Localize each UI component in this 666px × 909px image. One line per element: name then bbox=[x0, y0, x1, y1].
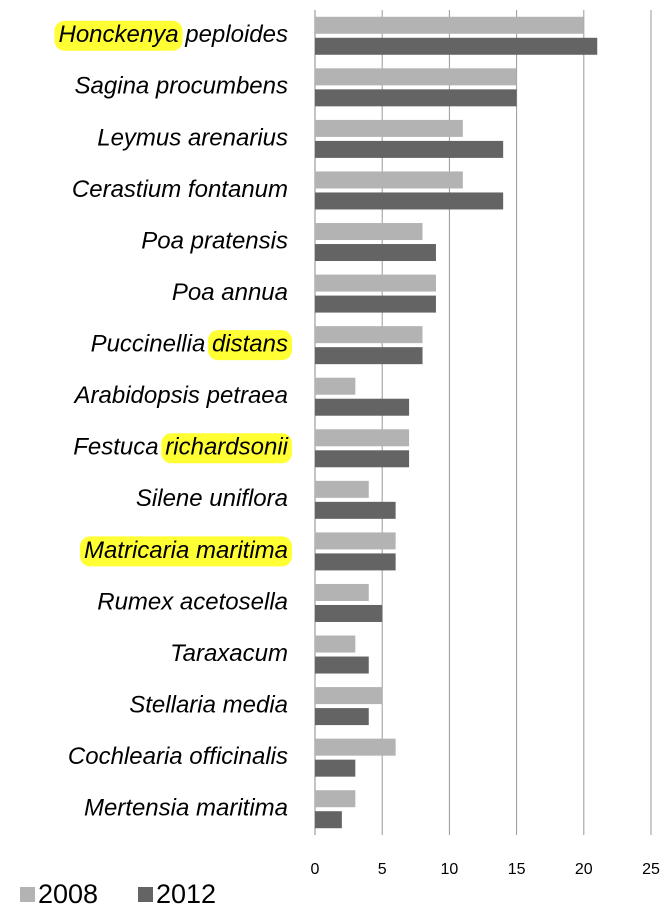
y-tick-label: Poa annua bbox=[172, 279, 288, 306]
y-tick-label: Honckenya peploides bbox=[59, 21, 289, 48]
label-highlight bbox=[54, 20, 183, 51]
highlights bbox=[54, 20, 292, 567]
bar bbox=[315, 223, 423, 241]
x-tick-label: 20 bbox=[575, 861, 593, 878]
y-tick-label: Cochlearia officinalis bbox=[68, 743, 288, 770]
y-tick-label: Poa pratensis bbox=[141, 227, 288, 254]
bar bbox=[315, 687, 383, 705]
bar bbox=[315, 759, 356, 777]
bar bbox=[315, 192, 504, 210]
legend-label: 2008 bbox=[38, 879, 98, 909]
bar bbox=[315, 326, 423, 344]
y-tick-label: Taraxacum bbox=[170, 640, 288, 667]
bar bbox=[315, 377, 356, 395]
y-tick-label: Silene uniflora bbox=[136, 485, 288, 512]
legend-label: 2012 bbox=[156, 879, 216, 909]
x-tick-label: 25 bbox=[642, 861, 660, 878]
bar bbox=[315, 583, 369, 601]
bar bbox=[315, 244, 436, 262]
bar bbox=[315, 429, 410, 447]
x-tick-label: 0 bbox=[311, 861, 320, 878]
y-tick-label: Mertensia maritima bbox=[84, 795, 288, 822]
label-highlight bbox=[207, 330, 292, 361]
bar bbox=[315, 553, 396, 571]
bar bbox=[315, 790, 356, 808]
bar bbox=[315, 119, 463, 137]
y-tick-label: Puccinellia distans bbox=[91, 331, 288, 358]
y-tick-label: Rumex acetosella bbox=[97, 588, 288, 615]
bar bbox=[315, 140, 504, 158]
y-tick-label: Cerastium fontanum bbox=[72, 176, 288, 203]
y-tick-label: Stellaria media bbox=[129, 691, 288, 718]
bar bbox=[315, 738, 396, 756]
y-tick-label: Leymus arenarius bbox=[97, 124, 288, 151]
bar bbox=[315, 708, 369, 726]
bar bbox=[315, 480, 369, 498]
bar bbox=[315, 89, 517, 107]
bar bbox=[315, 501, 396, 519]
bar bbox=[315, 398, 410, 416]
x-tick-label: 5 bbox=[378, 861, 387, 878]
y-tick-label: Sagina procumbens bbox=[75, 73, 288, 100]
legend-swatch bbox=[138, 887, 153, 902]
label-highlight bbox=[161, 433, 292, 464]
bar bbox=[315, 811, 342, 829]
bar bbox=[315, 450, 410, 468]
bar bbox=[315, 16, 584, 34]
bar bbox=[315, 68, 517, 86]
bar bbox=[315, 347, 423, 365]
bar bbox=[315, 532, 396, 550]
bar bbox=[315, 635, 356, 653]
bar bbox=[315, 295, 436, 313]
bar bbox=[315, 171, 463, 189]
y-tick-label: Matricaria maritima bbox=[84, 537, 288, 564]
x-tick-label: 10 bbox=[441, 861, 459, 878]
bar bbox=[315, 37, 598, 55]
y-tick-label: Arabidopsis petraea bbox=[73, 382, 288, 409]
bar bbox=[315, 656, 369, 674]
x-tick-label: 15 bbox=[508, 861, 526, 878]
label-highlight bbox=[79, 536, 292, 567]
y-tick-label: Festuca richardsonii bbox=[73, 434, 288, 461]
legend-swatch bbox=[20, 887, 35, 902]
bar bbox=[315, 274, 436, 292]
bar bbox=[315, 604, 383, 622]
